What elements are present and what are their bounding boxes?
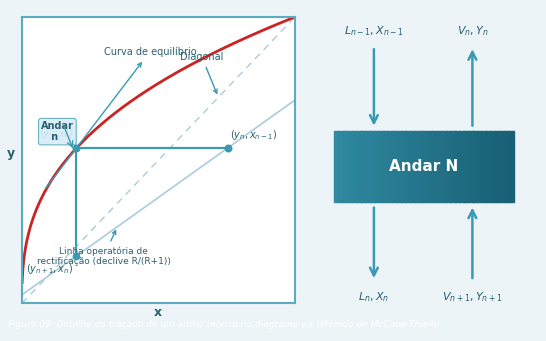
Bar: [437, 131, 442, 202]
Bar: [338, 131, 343, 202]
Bar: [450, 131, 455, 202]
Bar: [396, 131, 402, 202]
Bar: [428, 131, 433, 202]
Bar: [477, 131, 483, 202]
Bar: [486, 131, 491, 202]
Text: Linha operatória de
rectificação (declive R/(R+1)): Linha operatória de rectificação (decliv…: [37, 231, 171, 266]
Bar: [459, 131, 465, 202]
Bar: [392, 131, 397, 202]
Bar: [499, 131, 505, 202]
Bar: [464, 131, 469, 202]
Y-axis label: y: y: [7, 147, 15, 160]
Bar: [508, 131, 514, 202]
Bar: [495, 131, 500, 202]
Bar: [441, 131, 447, 202]
Bar: [419, 131, 424, 202]
Bar: [352, 131, 357, 202]
Bar: [356, 131, 361, 202]
Bar: [347, 131, 353, 202]
Text: $V_n,Y_n$: $V_n,Y_n$: [456, 24, 488, 38]
Text: $L_{n-1},X_{n-1}$: $L_{n-1},X_{n-1}$: [344, 24, 404, 38]
Bar: [410, 131, 416, 202]
Bar: [414, 131, 420, 202]
Bar: [454, 131, 460, 202]
Bar: [468, 131, 473, 202]
Text: $(y_n,x_n)$: $(y_n,x_n)$: [39, 127, 74, 141]
Bar: [405, 131, 411, 202]
Bar: [472, 131, 478, 202]
Bar: [482, 131, 487, 202]
Bar: [504, 131, 509, 202]
Bar: [334, 131, 339, 202]
Bar: [432, 131, 438, 202]
Text: $(y_{n+1},x_n)$: $(y_{n+1},x_n)$: [26, 262, 74, 276]
Bar: [446, 131, 451, 202]
Text: Curva de equilíbrio: Curva de equilíbrio: [45, 46, 197, 189]
Bar: [365, 131, 371, 202]
Bar: [383, 131, 388, 202]
Text: Andar
   n: Andar n: [41, 121, 74, 143]
Text: $(y_n,x_{n-1})$: $(y_n,x_{n-1})$: [230, 128, 277, 143]
X-axis label: x: x: [155, 306, 162, 319]
Bar: [378, 131, 384, 202]
Bar: [370, 131, 375, 202]
Bar: [490, 131, 496, 202]
Text: Figura 09: Detalhe do traçado de um andar teórico no diagrama y,x (Método de McC: Figura 09: Detalhe do traçado de um anda…: [8, 319, 443, 329]
Text: Andar N: Andar N: [389, 159, 458, 174]
Bar: [342, 131, 348, 202]
Bar: [360, 131, 366, 202]
Bar: [401, 131, 406, 202]
Bar: [423, 131, 429, 202]
Text: Diagonal: Diagonal: [180, 52, 223, 93]
Bar: [374, 131, 379, 202]
Text: $L_n,X_n$: $L_n,X_n$: [358, 290, 389, 303]
Bar: [387, 131, 393, 202]
Text: $V_{n+1},Y_{n+1}$: $V_{n+1},Y_{n+1}$: [442, 290, 503, 303]
